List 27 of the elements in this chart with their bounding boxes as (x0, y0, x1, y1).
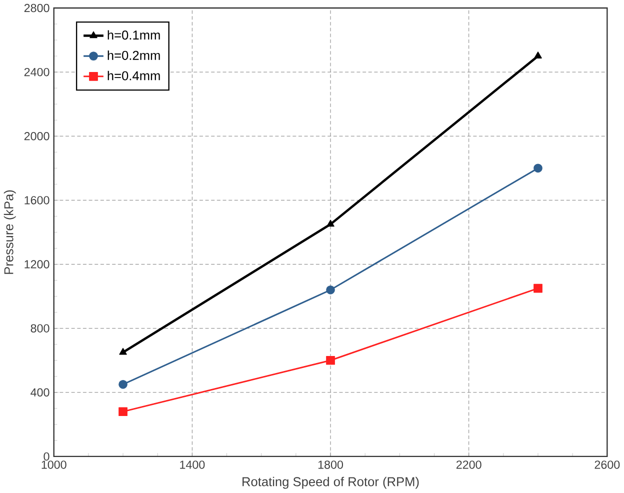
y-tick-label: 1200 (24, 260, 50, 269)
point (534, 52, 542, 59)
point (326, 356, 335, 365)
y-tick-label: 2800 (24, 4, 50, 12)
point (118, 407, 128, 416)
point (534, 284, 542, 293)
legend-label: h=0.4mm (108, 71, 160, 80)
y-tick-label: 800 (30, 324, 50, 333)
y-axis-title: Pressure (kPa) (4, 190, 16, 274)
legend-label: h=0.1mm (108, 30, 160, 40)
y-tick-label: 2400 (24, 68, 50, 76)
y-tick-label: 400 (30, 388, 50, 397)
point (118, 380, 128, 389)
x-tick-label: 1400 (180, 460, 205, 469)
x-axis-title: Rotating Speed of Rotor (RPM) (242, 477, 419, 489)
point (326, 286, 335, 294)
point (326, 220, 334, 227)
y-tick-label: 2000 (24, 132, 50, 140)
y-tick-label: 1600 (24, 196, 50, 204)
point (534, 164, 542, 173)
legend-label: h=0.2mm (108, 50, 160, 60)
x-tick-label: 1800 (318, 460, 344, 469)
x-tick-label: 1000 (42, 460, 66, 469)
x-tick-label: 2200 (456, 460, 482, 469)
point (119, 348, 127, 355)
y-tick-label: 0 (44, 452, 50, 461)
x-tick-label: 2600 (594, 460, 620, 469)
